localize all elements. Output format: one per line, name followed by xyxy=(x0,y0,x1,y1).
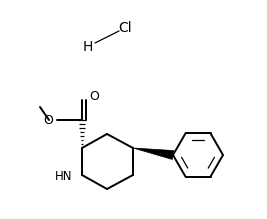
Polygon shape xyxy=(133,148,174,159)
Text: HN: HN xyxy=(54,170,72,182)
Text: O: O xyxy=(43,113,53,127)
Text: O: O xyxy=(89,90,99,102)
Text: Cl: Cl xyxy=(118,21,132,35)
Text: H: H xyxy=(83,40,93,54)
